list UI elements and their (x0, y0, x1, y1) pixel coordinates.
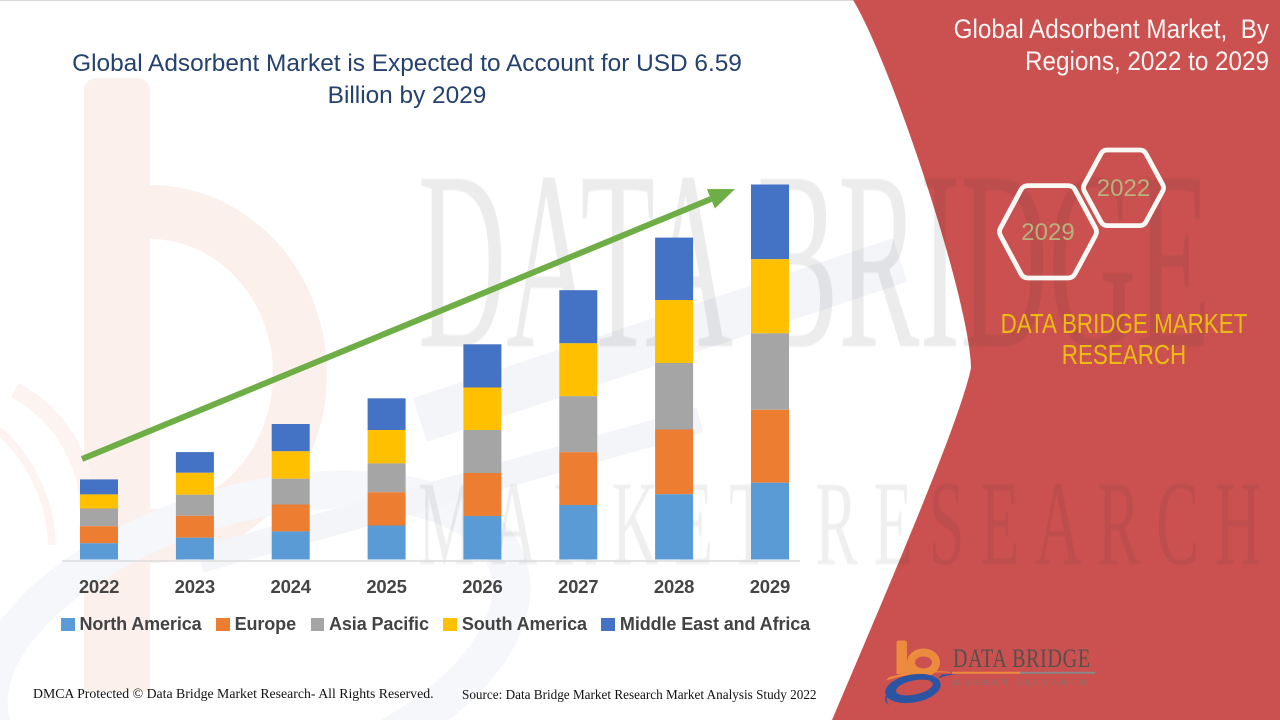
svg-text:DATA BRIDGE: DATA BRIDGE (953, 645, 1090, 674)
svg-text:MARKET RESEARCH: MARKET RESEARCH (953, 677, 1089, 687)
